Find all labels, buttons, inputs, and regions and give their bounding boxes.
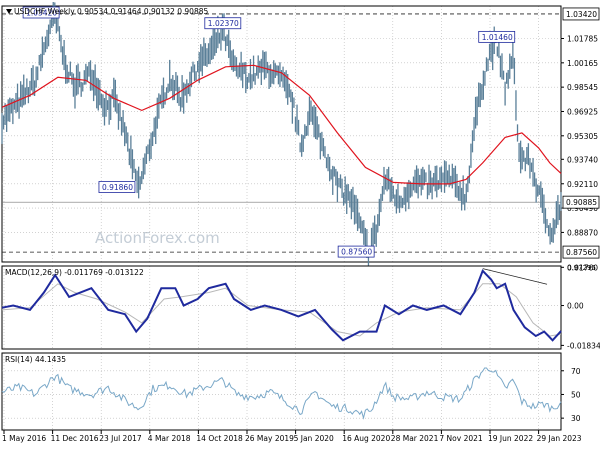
price-tick-label: 0.88870 (567, 228, 598, 237)
price-panel-title: USDCHF,Weekly 0.90534 0.91464 0.90132 0.… (14, 7, 208, 16)
date-tick-label: 11 Dec 2016 (51, 434, 99, 443)
price-annotation-label: 1.02370 (208, 19, 239, 28)
price-tick-label: 0.93740 (567, 155, 598, 164)
price-tick-label: 0.90490 (567, 204, 598, 213)
reference-label: 0.87560 (566, 248, 597, 257)
date-tick-label: 16 Aug 2020 (342, 434, 390, 443)
price-annotation-box (337, 245, 375, 258)
reference-label-box (562, 7, 600, 21)
panel-frame (1, 5, 562, 263)
price-tick-label: 0.96925 (567, 107, 598, 116)
macd-tick-label: 0.01760 (567, 263, 598, 272)
price-tick-label: 0.95305 (567, 132, 598, 141)
date-tick-label: 29 Jan 2023 (537, 434, 582, 443)
rsi-tick-label: 50 (571, 390, 581, 399)
date-tick-label: 28 Mar 2021 (391, 434, 439, 443)
reference-label-box (562, 245, 600, 259)
date-tick-label: 26 May 2019 (245, 434, 294, 443)
price-annotation-box (98, 181, 136, 193)
price-tick-label: 0.92110 (567, 180, 598, 189)
price-annotation-box (22, 6, 60, 19)
price-annotation-box (204, 17, 242, 30)
watermark: ActionForex.com (95, 229, 220, 247)
date-tick-label: 19 Jun 2022 (488, 434, 533, 443)
date-tick-label: 5 Jan 2020 (294, 434, 334, 443)
current-price-label: 0.90885 (566, 198, 597, 207)
rsi-line (1, 367, 562, 420)
panel-frame (1, 265, 562, 350)
chevron-down-icon (6, 9, 12, 14)
date-tick-label: 7 Nov 2021 (439, 434, 482, 443)
price-annotation-label: 1.03420 (26, 9, 57, 18)
date-tick-label: 4 Mar 2018 (148, 434, 191, 443)
macd-line (1, 268, 562, 342)
macd-tick-label: 0.00 (567, 302, 584, 311)
macd-tick-label: -0.01834 (567, 341, 600, 350)
price-tick-label: 1.00165 (567, 59, 598, 68)
rsi-panel-title: RSI(14) 44.1435 (5, 355, 66, 364)
current-price-box (562, 195, 600, 209)
date-tick-label: 1 May 2016 (2, 434, 46, 443)
rsi-tick-label: 70 (571, 367, 581, 376)
date-tick-label: 23 Jul 2017 (99, 434, 142, 443)
price-annotation-label: 0.87560 (341, 248, 372, 257)
price-tick-label: 1.01785 (567, 35, 598, 44)
price-annotation-label: 1.01460 (482, 33, 513, 42)
macd-panel-title: MACD(12,26,9) -0.011769 -0.013122 (5, 268, 144, 277)
price-tick-label: 0.98545 (567, 83, 598, 92)
macd-cut-label: 0.97295 (567, 264, 596, 272)
price-annotation-box (478, 30, 516, 43)
reference-label: 1.03420 (566, 10, 597, 19)
price-annotation-label: 0.91860 (102, 183, 133, 192)
macd-trendline (482, 268, 548, 285)
moving-average-line (1, 64, 562, 185)
date-tick-label: 14 Oct 2018 (196, 434, 243, 443)
rsi-tick-label: 30 (571, 414, 581, 423)
